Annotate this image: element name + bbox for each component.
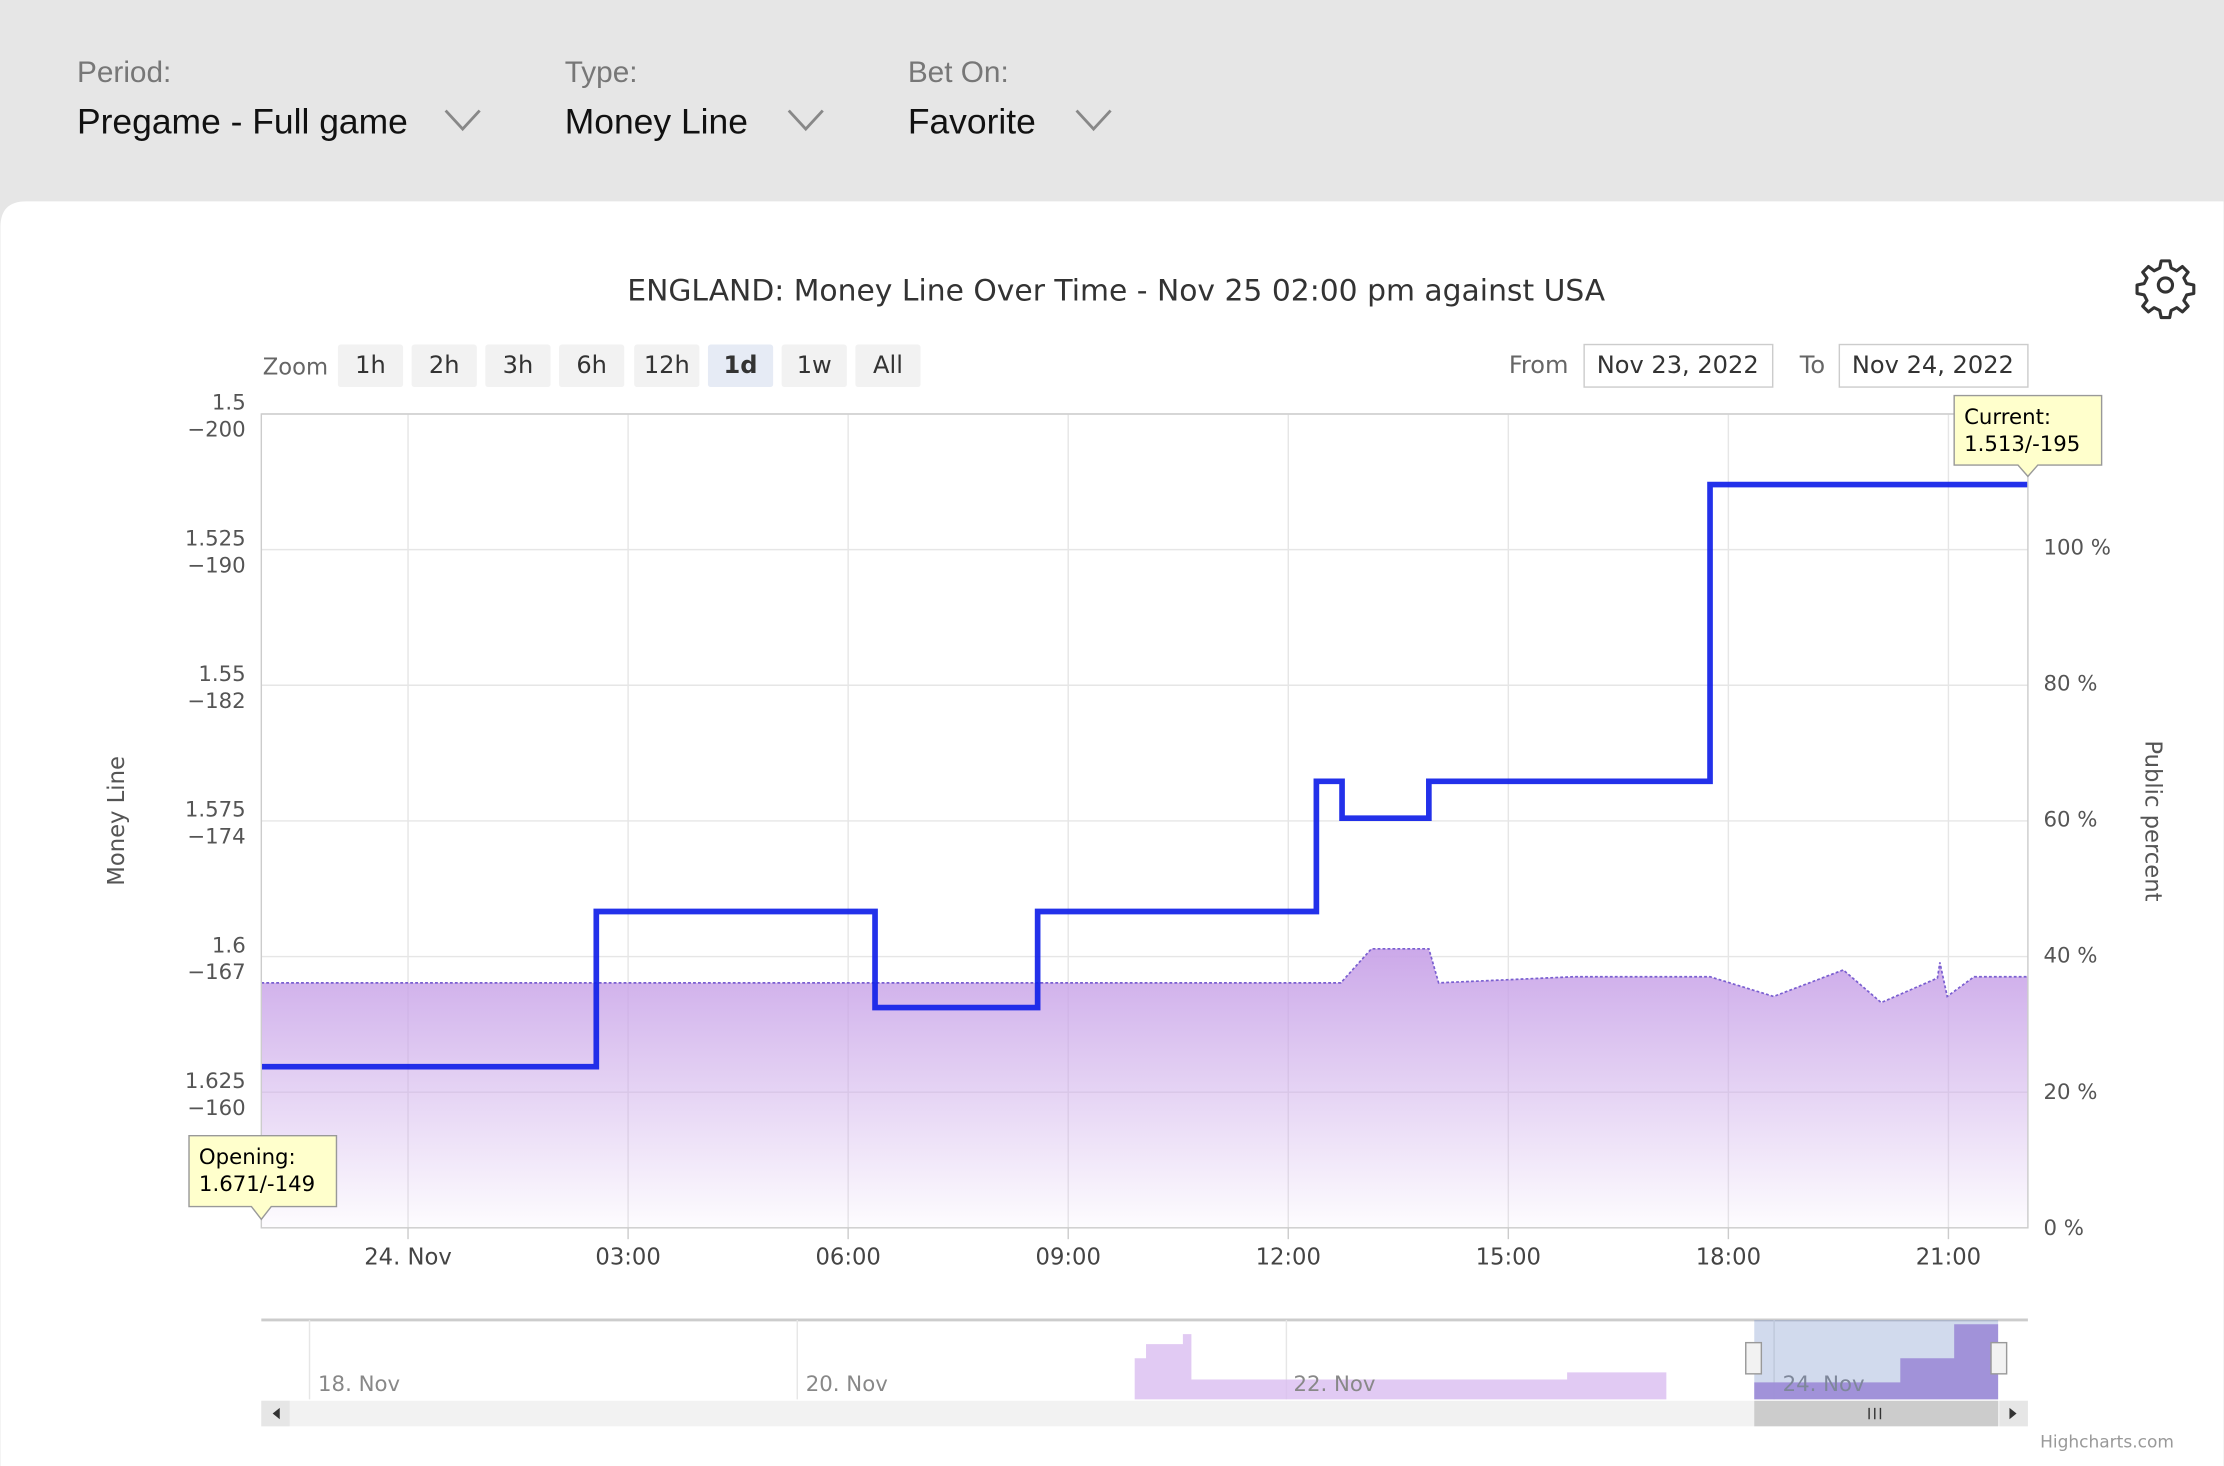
y-tick-label: 1.5 −200 (187, 391, 245, 443)
navigator-series (1754, 1324, 1999, 1400)
arrow (272, 1407, 280, 1420)
navigator-label: 18. Nov (318, 1372, 400, 1397)
plot: 24. Nov 03:00 06:00 09:00 12:00 15:00 18:00 21:… (185, 391, 2111, 1271)
from-input[interactable] (1583, 343, 1774, 388)
chevron[interactable] (787, 109, 824, 132)
x-tick-label: 12:00 (1256, 1245, 1321, 1271)
annotation-box (1953, 394, 2103, 478)
navigator-handle[interactable] (1990, 1341, 2008, 1375)
zoom-button-label[interactable]: All (873, 351, 903, 379)
filter-label: Period: (77, 56, 171, 89)
annotation-text: 1.671/-149 (199, 1172, 315, 1197)
zoom-buttons: 1h 2h 3h 6h 12h 1d 1w All (337, 344, 921, 388)
from-label: From (1509, 351, 1569, 379)
zoom-button[interactable] (485, 344, 551, 388)
zoom-button[interactable] (634, 344, 700, 388)
zoom-button-label[interactable]: 6h (576, 351, 607, 379)
y2-tick-label: 80 % (2043, 672, 2097, 697)
zoom-button-label[interactable]: 1d (724, 351, 758, 379)
chart-title: ENGLAND: Money Line Over Time - Nov 25 0… (627, 274, 1606, 309)
zoom-button[interactable] (337, 344, 404, 388)
to-input[interactable] (1838, 343, 2029, 388)
zoom-button-label[interactable]: 1h (355, 351, 386, 379)
to-label: To (1799, 351, 1825, 379)
x-tick-label: 06:00 (815, 1245, 880, 1271)
arrow (2009, 1407, 2017, 1420)
navigator-mask[interactable] (1754, 1319, 1999, 1400)
x-tick-label: 24. Nov (364, 1245, 452, 1271)
annotation-text: 1.513/-195 (1964, 432, 2080, 457)
area (261, 948, 2028, 1228)
navigator: 18. Nov 20. Nov 22. Nov 24. Nov (261, 1318, 2028, 1427)
x-tick-label: 15:00 (1476, 1245, 1541, 1271)
annotation-box (188, 1134, 338, 1221)
zoom-button[interactable] (781, 344, 847, 388)
zoom-button[interactable] (707, 344, 774, 388)
navigator-handle[interactable] (1745, 1341, 1763, 1375)
zoom-button[interactable] (855, 344, 921, 388)
y2-tick-label: 100 % (2043, 535, 2111, 560)
chevron[interactable] (1075, 109, 1112, 132)
y-tick-label: 1.525 −190 (185, 526, 246, 578)
from-value[interactable]: Nov 23, 2022 (1597, 351, 1759, 379)
plot-border (260, 413, 2029, 1229)
zoom-label: Zoom (263, 354, 328, 380)
to-value[interactable]: Nov 24, 2022 (1852, 351, 2014, 379)
filters: Period: Pregame - Full game Type: Money … (77, 56, 1112, 141)
zoom-button-label[interactable]: 1w (797, 351, 832, 379)
credit: Highcharts.com (2040, 1433, 2174, 1453)
y2-tick-label: 40 % (2043, 944, 2097, 969)
filter-label: Type: (565, 56, 638, 89)
settings-icon[interactable] (2135, 259, 2196, 320)
scrollbar-thumb[interactable] (1754, 1400, 1999, 1427)
y-tick-label: 1.6 −167 (187, 933, 245, 985)
annotation-title: Opening: (199, 1145, 296, 1170)
zoom-button[interactable] (559, 344, 625, 388)
x-tick-label: 18:00 (1696, 1245, 1761, 1271)
x-tick-label: 09:00 (1036, 1245, 1101, 1271)
chevron[interactable] (444, 109, 481, 132)
y-tick-label: 1.55 −182 (187, 662, 245, 714)
filter-value[interactable]: Money Line (565, 101, 748, 141)
navigator-series (1134, 1334, 1667, 1400)
navigator-label: 20. Nov (806, 1372, 888, 1397)
zoom-button-label[interactable]: 12h (644, 351, 690, 379)
filter-value[interactable]: Pregame - Full game (77, 101, 408, 141)
y-tick-label: 1.625 −160 (185, 1069, 246, 1121)
y-tick-label: 1.575 −174 (185, 798, 246, 850)
filter-value[interactable]: Favorite (908, 101, 1036, 141)
zoom-button[interactable] (411, 344, 477, 388)
y2-tick-label: 0 % (2043, 1216, 2083, 1241)
zoom-button-label[interactable]: 3h (503, 351, 534, 379)
annotation-title: Current: (1964, 405, 2051, 430)
y-axis-title: Money Line (104, 756, 130, 886)
scrollbar-track[interactable] (261, 1400, 2028, 1427)
line (261, 481, 2028, 1070)
filter-label: Bet On: (908, 56, 1009, 89)
zoom-button-label[interactable]: 2h (429, 351, 460, 379)
navigator-label: 22. Nov (1293, 1372, 1375, 1397)
scrollbar-grip (1868, 1407, 1882, 1420)
y2-tick-label: 20 % (2043, 1080, 2097, 1105)
x-tick-label: 03:00 (595, 1245, 660, 1271)
x-tick-label: 21:00 (1916, 1245, 1981, 1271)
navigator-label: 24. Nov (1783, 1372, 1865, 1397)
y2-tick-label: 60 % (2043, 808, 2097, 833)
y2-axis-title: Public percent (2140, 740, 2166, 901)
